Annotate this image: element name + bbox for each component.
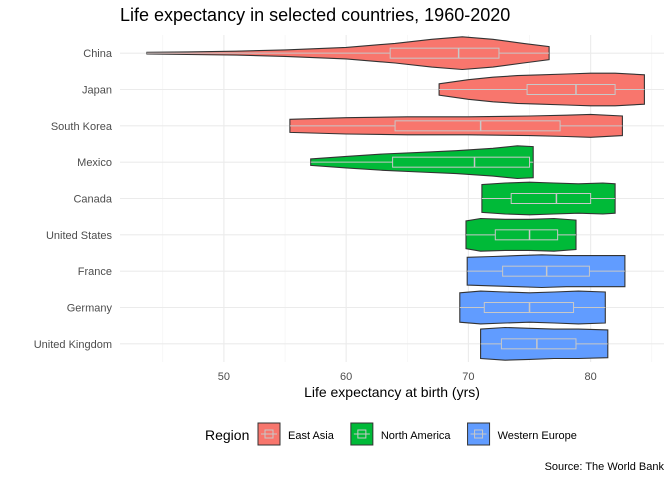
violin-shape	[459, 290, 606, 325]
violin-shape	[480, 326, 609, 361]
y-tick-label: Germany	[67, 303, 113, 315]
legend-label: Western Europe	[498, 430, 577, 442]
box-iqr	[500, 338, 577, 350]
violin-united-states	[465, 217, 577, 252]
y-tick-label: United States	[46, 230, 113, 242]
chart-caption: Source: The World Bank	[545, 461, 665, 473]
violin-shape	[465, 217, 577, 252]
x-axis-title: Life expectancy at birth (yrs)	[304, 384, 480, 400]
y-tick-label: Canada	[73, 194, 112, 206]
violin-shape	[289, 113, 623, 138]
legend-item-western-europe: Western Europe	[467, 422, 577, 446]
violin-united-kingdom	[480, 326, 609, 361]
box-iqr	[526, 84, 616, 95]
legend: Region East Asia North America Western Eur…	[205, 422, 577, 446]
violin-japan	[438, 72, 645, 107]
x-axis: 50 60 70 80	[218, 371, 597, 383]
violin-china	[146, 36, 550, 71]
legend-item-east-asia: East Asia	[257, 422, 335, 446]
legend-title: Region	[205, 427, 249, 443]
legend-label: North America	[381, 430, 452, 442]
x-tick-label: 70	[462, 371, 474, 383]
legend-label: East Asia	[288, 430, 335, 442]
box-iqr	[389, 47, 500, 59]
box-iqr	[510, 193, 592, 204]
violin-mexico	[310, 145, 534, 180]
violin-france	[466, 254, 626, 289]
legend-key-box	[264, 429, 274, 439]
box-iqr	[494, 229, 559, 241]
violin-shape	[481, 181, 616, 216]
x-tick-label: 50	[218, 371, 230, 383]
legend-key-box	[474, 429, 484, 439]
violins	[146, 36, 645, 361]
violin-shape	[438, 72, 645, 107]
y-tick-label: Mexico	[77, 157, 112, 169]
box-iqr	[392, 156, 531, 168]
x-tick-label: 80	[585, 371, 597, 383]
violin-canada	[481, 181, 616, 216]
y-tick-label: South Korea	[51, 121, 113, 133]
violin-south-korea	[289, 113, 623, 138]
box-iqr	[394, 120, 561, 132]
y-tick-label: China	[83, 48, 113, 60]
y-axis: China Japan South Korea Mexico Canada United …	[34, 48, 113, 351]
chart-title: Life expectancy in selected countries, 1…	[120, 5, 510, 25]
legend-key-box	[357, 429, 367, 439]
y-tick-label: Japan	[82, 85, 112, 97]
x-tick-label: 60	[340, 371, 352, 383]
violin-shape	[310, 145, 534, 180]
y-tick-label: United Kingdom	[34, 339, 112, 351]
violin-germany	[459, 290, 606, 325]
y-tick-label: France	[78, 266, 112, 278]
legend-item-north-america: North America	[350, 422, 452, 446]
